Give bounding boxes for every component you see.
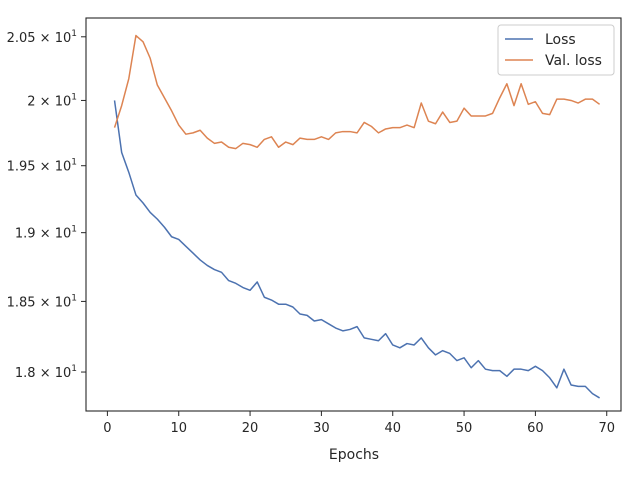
x-tick-label: 10 <box>170 421 187 436</box>
x-axis-ticks: 0 10 20 30 40 50 60 70 <box>103 411 615 436</box>
y-tick-label: 2 × 101 <box>27 92 77 109</box>
plot-frame <box>85 17 622 412</box>
y-axis-ticks: 1.8 × 101 1.85 × 101 1.9 × 101 1.95 × 101 2 … <box>7 29 86 381</box>
legend-box <box>497 24 615 76</box>
x-tick-label: 20 <box>242 421 259 436</box>
x-tick-label: 50 <box>456 421 473 436</box>
y-tick-label: 1.8 × 101 <box>15 364 77 381</box>
x-tick-label: 70 <box>598 421 615 436</box>
y-tick-label: 2.05 × 101 <box>7 29 77 46</box>
x-tick-label: 40 <box>384 421 401 436</box>
y-tick-label: 1.85 × 101 <box>7 293 77 310</box>
legend: Loss Val. loss <box>497 24 615 76</box>
series-line-1 <box>113 34 601 150</box>
y-tick-label: 1.9 × 101 <box>15 225 77 242</box>
x-tick-label: 30 <box>313 421 330 436</box>
x-tick-label: 0 <box>103 421 111 436</box>
series-line-0 <box>113 100 600 399</box>
legend-label-0: Loss <box>545 32 576 48</box>
legend-label-1: Val. loss <box>545 53 602 69</box>
y-tick-label: 1.95 × 101 <box>7 158 77 175</box>
series-lines <box>113 34 601 399</box>
x-tick-label: 60 <box>527 421 544 436</box>
x-axis-label: Epochs <box>329 447 379 463</box>
